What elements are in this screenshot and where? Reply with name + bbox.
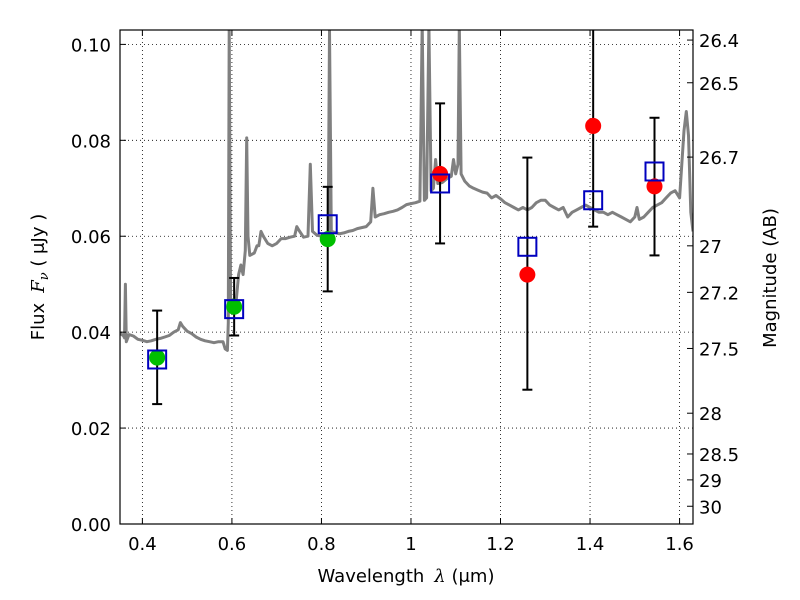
right-tick-label: 27.5 <box>699 339 739 360</box>
x-axis-lambda: λ <box>433 566 445 587</box>
green-flux-point <box>226 298 243 315</box>
green-flux-point <box>149 349 166 366</box>
right-tick-label: 27 <box>699 237 722 258</box>
right-axis-title: Magnitude (AB) <box>760 208 781 348</box>
model-flux-square <box>517 236 538 257</box>
x-tick-label: 1.6 <box>665 534 694 555</box>
y-tick-label: 0.08 <box>71 131 111 152</box>
right-tick-label: 30 <box>699 497 722 518</box>
x-axis-title: Wavelength λ (μm) <box>318 566 495 587</box>
red-flux-point <box>519 266 536 283</box>
y-tick-label: 0.02 <box>71 419 111 440</box>
grid-lines <box>120 30 693 524</box>
photometry-points <box>149 117 663 366</box>
y-tick-labels: 0.00 0.02 0.04 0.06 0.08 0.10 <box>71 35 111 536</box>
right-tick-label: 27.2 <box>699 283 739 304</box>
y-axis-title: Flux Fν ( μJy ) <box>28 214 52 340</box>
y-tick-label: 0.06 <box>71 227 111 248</box>
plot-frame <box>119 29 694 525</box>
y-axis-f: F <box>28 279 49 294</box>
y-tick-label: 0.10 <box>71 35 111 56</box>
red-flux-point <box>585 117 602 134</box>
right-tick-label: 28 <box>699 404 722 425</box>
x-tick-label: 1.2 <box>486 534 515 555</box>
right-magnitude-tick-labels: 26.4 26.5 26.7 27 27.2 27.5 28 28.5 29 30 <box>699 31 739 518</box>
x-tick-label: 1 <box>405 534 416 555</box>
template-spectrum-line <box>120 30 693 352</box>
right-tick-label: 29 <box>699 471 722 492</box>
x-tick-label: 0.4 <box>128 534 157 555</box>
y-tick-label: 0.04 <box>71 323 111 344</box>
red-flux-point <box>646 178 663 195</box>
right-tick-label: 26.7 <box>699 148 739 169</box>
model-flux-square <box>317 214 338 235</box>
model-flux-square <box>147 349 168 370</box>
x-axis-label: Wavelength <box>318 566 425 587</box>
green-flux-point <box>319 231 336 248</box>
model-flux-square <box>644 161 665 182</box>
x-tick-label: 0.8 <box>307 534 336 555</box>
right-tick-label: 26.4 <box>699 31 739 52</box>
right-tick-label: 26.5 <box>699 74 739 95</box>
y-axis-unit: ( μJy ) <box>28 214 49 273</box>
axis-ticks <box>120 30 693 525</box>
x-tick-label: 1.4 <box>576 534 605 555</box>
model-flux-squares <box>147 161 665 370</box>
y-tick-label: 0.00 <box>71 515 111 536</box>
x-tick-labels: 0.4 0.6 0.8 1 1.2 1.4 1.6 <box>128 534 694 555</box>
x-tick-label: 0.6 <box>218 534 247 555</box>
model-flux-square <box>583 190 604 211</box>
model-flux-square <box>430 173 451 194</box>
x-axis-unit: (μm) <box>446 566 495 587</box>
model-flux-square <box>224 299 245 320</box>
y-axis-label: Flux <box>28 302 49 340</box>
right-tick-label: 28.5 <box>699 445 739 466</box>
y-axis-nu: ν <box>37 272 52 280</box>
